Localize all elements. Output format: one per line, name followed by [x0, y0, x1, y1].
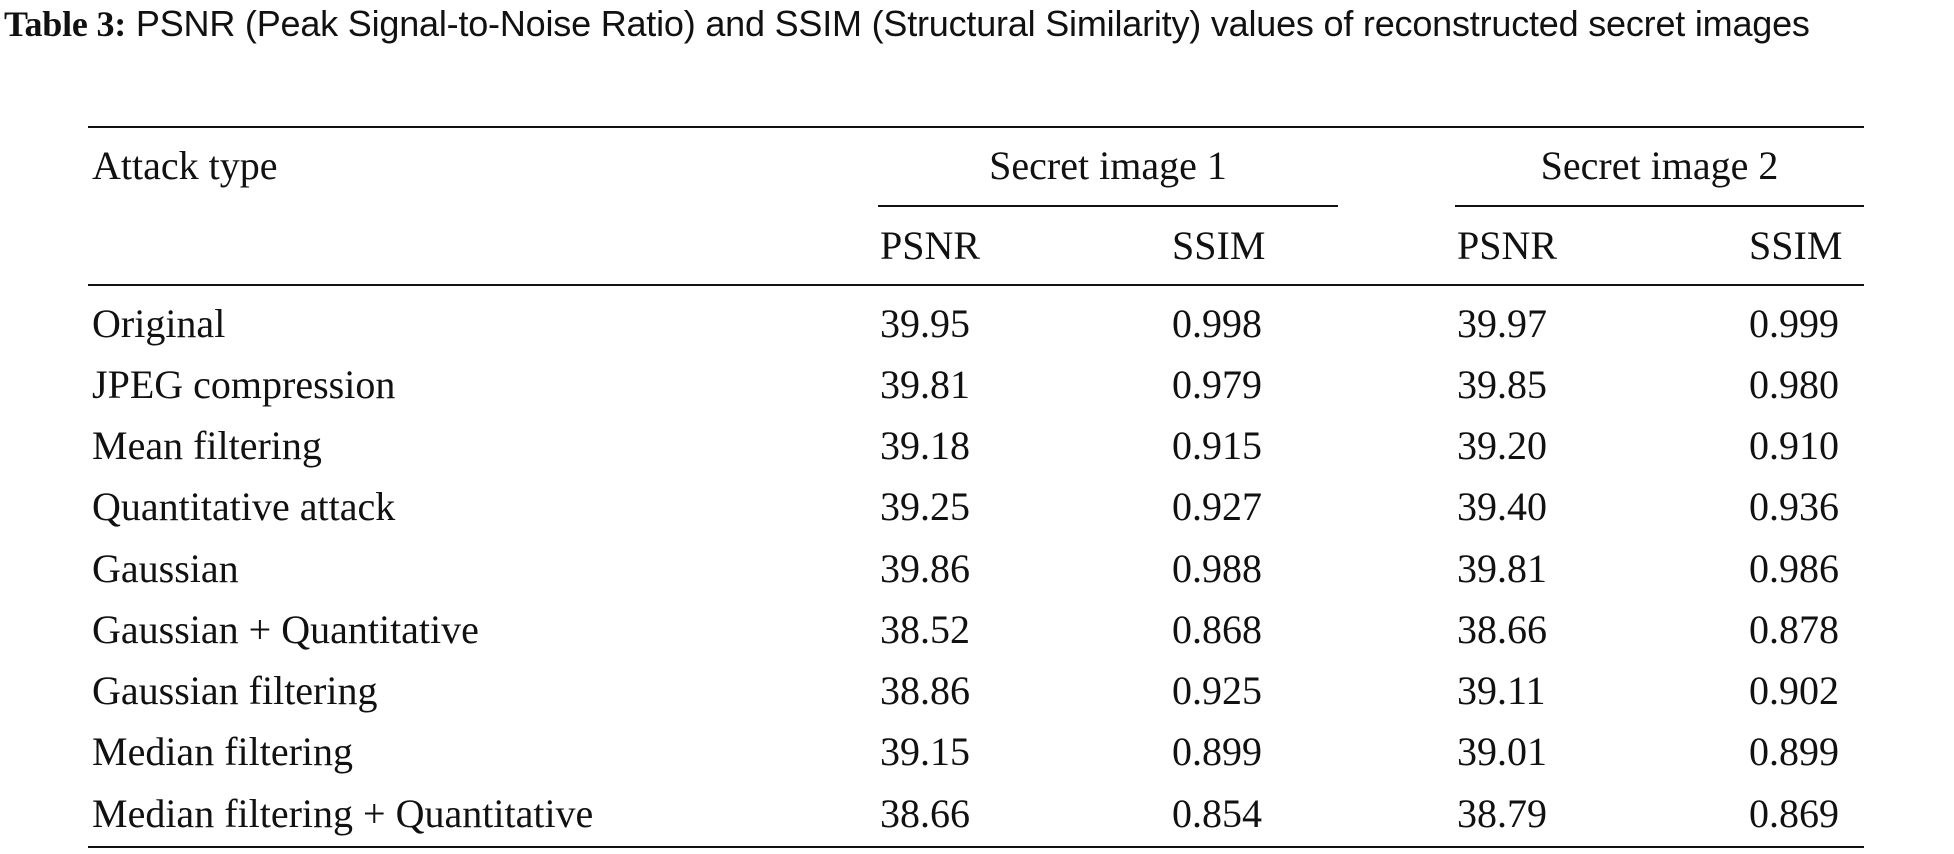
cell-psnr-2: 39.81: [1457, 546, 1547, 591]
header-group-secret-image-2: Secret image 2: [1540, 143, 1779, 188]
header-attack-type: Attack type: [92, 143, 278, 188]
cell-psnr-2: 39.01: [1457, 729, 1547, 774]
row-attack-label: JPEG compression: [92, 362, 396, 407]
cell-ssim-2: 0.910: [1749, 423, 1839, 468]
cell-ssim-1: 0.979: [1172, 362, 1262, 407]
table-caption-text: PSNR (Peak Signal-to-Noise Ratio) and SS…: [126, 3, 1810, 44]
row-attack-label: Median filtering + Quantitative: [92, 791, 594, 836]
row-attack-label: Quantitative attack: [92, 484, 396, 529]
cell-psnr-1: 38.86: [880, 668, 970, 713]
cell-psnr-1: 39.18: [880, 423, 970, 468]
cell-psnr-2: 38.66: [1457, 607, 1547, 652]
cell-ssim-2: 0.986: [1749, 546, 1839, 591]
cell-ssim-1: 0.988: [1172, 546, 1262, 591]
cell-psnr-2: 39.20: [1457, 423, 1547, 468]
cell-psnr-1: 39.81: [880, 362, 970, 407]
cell-ssim-2: 0.980: [1749, 362, 1839, 407]
cell-ssim-1: 0.925: [1172, 668, 1262, 713]
cell-ssim-2: 0.902: [1749, 668, 1839, 713]
cell-psnr-1: 39.15: [880, 729, 970, 774]
cell-ssim-1: 0.868: [1172, 607, 1262, 652]
cell-ssim-1: 0.998: [1172, 301, 1262, 346]
cell-ssim-1: 0.915: [1172, 423, 1262, 468]
cell-psnr-1: 38.66: [880, 791, 970, 836]
row-attack-label: Gaussian: [92, 546, 239, 591]
header-group-secret-image-1: Secret image 1: [989, 143, 1227, 188]
table-header-rule: [88, 284, 1864, 286]
cell-ssim-2: 0.936: [1749, 484, 1839, 529]
row-attack-label: Original: [92, 301, 226, 346]
table-caption-label: Table 3:: [4, 4, 127, 44]
table-bottom-rule: [88, 846, 1864, 848]
cell-psnr-1: 39.86: [880, 546, 970, 591]
header-ssim-2: SSIM: [1749, 223, 1843, 268]
row-attack-label: Gaussian + Quantitative: [92, 607, 479, 652]
header-ssim-1: SSIM: [1172, 223, 1266, 268]
cell-ssim-2: 0.899: [1749, 729, 1839, 774]
header-psnr-1: PSNR: [880, 223, 981, 268]
group-rule-secret-image-1: [878, 205, 1338, 207]
cell-ssim-2: 0.878: [1749, 607, 1839, 652]
row-attack-label: Mean filtering: [92, 423, 322, 468]
cell-psnr-2: 38.79: [1457, 791, 1547, 836]
row-attack-label: Gaussian filtering: [92, 668, 378, 713]
cell-psnr-2: 39.97: [1457, 301, 1547, 346]
table-top-rule: [88, 126, 1864, 128]
header-psnr-2: PSNR: [1457, 223, 1558, 268]
cell-psnr-1: 39.95: [880, 301, 970, 346]
cell-psnr-2: 39.85: [1457, 362, 1547, 407]
group-rule-secret-image-2: [1455, 205, 1864, 207]
cell-ssim-2: 0.869: [1749, 791, 1839, 836]
cell-ssim-1: 0.899: [1172, 729, 1262, 774]
cell-psnr-1: 39.25: [880, 484, 970, 529]
table-caption: Table 3: PSNR (Peak Signal-to-Noise Rati…: [4, 2, 1950, 46]
cell-ssim-1: 0.927: [1172, 484, 1262, 529]
row-attack-label: Median filtering: [92, 729, 354, 774]
cell-ssim-1: 0.854: [1172, 791, 1262, 836]
cell-ssim-2: 0.999: [1749, 301, 1839, 346]
cell-psnr-2: 39.40: [1457, 484, 1547, 529]
cell-psnr-2: 39.11: [1457, 668, 1546, 713]
cell-psnr-1: 38.52: [880, 607, 970, 652]
